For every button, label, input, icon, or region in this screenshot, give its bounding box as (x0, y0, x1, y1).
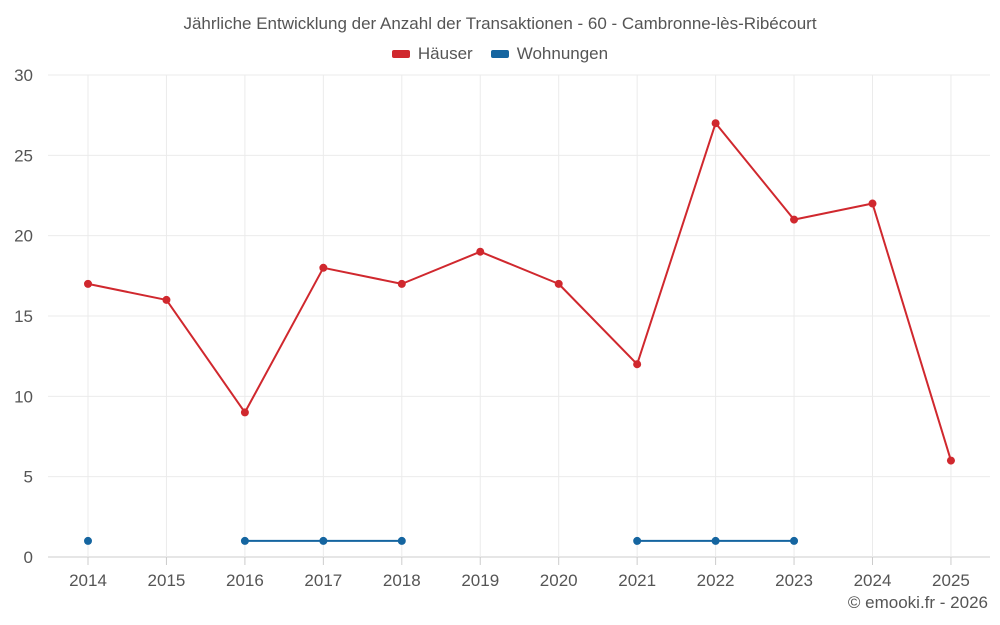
y-tick-label: 30 (14, 66, 33, 85)
series-line-haeuser (87, 122, 952, 461)
x-tick-label: 2016 (226, 571, 264, 590)
data-point-wohnungen (319, 536, 328, 545)
data-point-haeuser (162, 295, 171, 304)
data-point-haeuser (868, 199, 877, 208)
x-tick-label: 2021 (618, 571, 656, 590)
x-tick-label: 2017 (304, 571, 342, 590)
legend-label-haeuser: Häuser (417, 44, 473, 63)
y-tick-label: 10 (14, 387, 33, 406)
x-tick-label: 2023 (775, 571, 813, 590)
data-point-haeuser (319, 263, 328, 272)
legend-swatch-wohnungen (490, 50, 509, 58)
y-tick-label: 15 (14, 307, 33, 326)
legend-item-haeuser[interactable]: Häuser (391, 44, 473, 64)
y-tick-label: 0 (24, 548, 33, 567)
x-tick-label: 2022 (697, 571, 735, 590)
x-tick-label: 2025 (932, 571, 970, 590)
x-tick-label: 2019 (461, 571, 499, 590)
legend-swatch-haeuser (391, 50, 410, 58)
data-point-haeuser (790, 215, 799, 224)
x-tick-label: 2020 (540, 571, 578, 590)
data-point-wohnungen (633, 536, 642, 545)
data-point-wohnungen (790, 536, 799, 545)
x-tick-label: 2024 (854, 571, 892, 590)
legend-label-wohnungen: Wohnungen (516, 44, 609, 63)
data-point-haeuser (711, 119, 720, 128)
y-tick-label: 25 (14, 146, 33, 165)
data-point-wohnungen (240, 536, 249, 545)
legend: Häuser Wohnungen (0, 44, 1000, 64)
data-point-haeuser (633, 360, 642, 369)
credit-text: © emooki.fr - 2026 (847, 593, 988, 612)
data-point-haeuser (476, 247, 485, 256)
y-tick-label: 5 (24, 468, 33, 487)
x-tick-label: 2018 (383, 571, 421, 590)
data-point-haeuser (554, 279, 563, 288)
legend-item-wohnungen[interactable]: Wohnungen (490, 44, 609, 64)
x-tick-label: 2015 (148, 571, 186, 590)
y-tick-label: 20 (14, 227, 33, 246)
data-point-wohnungen (84, 536, 92, 545)
data-point-wohnungen (711, 536, 720, 545)
data-point-haeuser (946, 456, 955, 465)
chart-title: Jährliche Entwicklung der Anzahl der Tra… (183, 14, 817, 33)
data-point-haeuser (84, 279, 92, 288)
data-point-haeuser (240, 408, 249, 417)
data-point-haeuser (397, 279, 406, 288)
data-point-wohnungen (397, 536, 406, 545)
x-tick-label: 2014 (69, 571, 107, 590)
